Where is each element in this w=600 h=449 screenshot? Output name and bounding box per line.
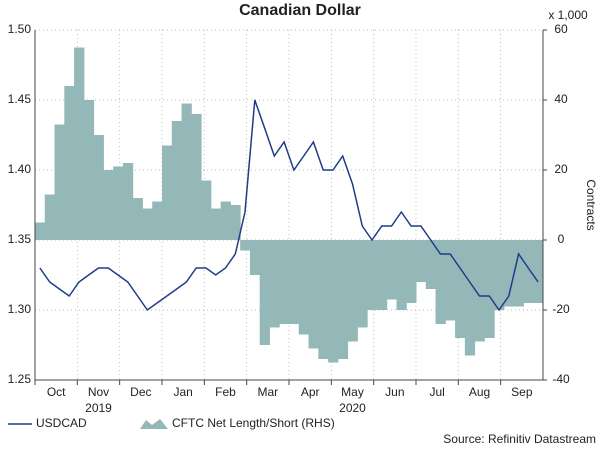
area-step: [54, 124, 65, 240]
y2-unit: x 1,000: [548, 8, 588, 22]
area-step: [523, 240, 534, 303]
y-tick-label: 1.30: [8, 302, 32, 316]
x-tick-label: Sep: [511, 385, 533, 399]
area-step: [210, 208, 222, 240]
area-step: [64, 86, 75, 240]
source: Source: Refinitiv Datastream: [443, 432, 596, 446]
legend-area: [140, 419, 168, 429]
y2-tick-label: 60: [554, 22, 568, 36]
x-tick-label: Jun: [385, 385, 404, 399]
area-step: [367, 240, 378, 310]
area-step: [484, 240, 495, 338]
y2-axis-label: Contracts: [584, 179, 598, 230]
area-step: [289, 240, 300, 324]
area-step: [474, 240, 485, 342]
y2-tick-label: 0: [558, 232, 565, 246]
area-step: [435, 240, 446, 324]
area-step: [240, 240, 251, 251]
area-step: [249, 240, 261, 275]
area-step: [406, 240, 417, 303]
chart-title: Canadian Dollar: [239, 2, 361, 19]
area-step: [425, 240, 437, 289]
legend-label: USDCAD: [36, 416, 87, 430]
y-tick-label: 1.40: [8, 162, 32, 176]
area-step: [152, 201, 163, 240]
area-step: [83, 100, 95, 240]
area-step: [318, 240, 329, 359]
area-step: [445, 240, 456, 321]
area-step: [171, 121, 183, 240]
area-step: [279, 240, 290, 324]
area-step: [357, 240, 368, 328]
y2-tick-label: -20: [552, 302, 570, 316]
area-step: [142, 208, 153, 240]
x-tick-label: Jul: [429, 385, 444, 399]
area-step: [103, 170, 114, 240]
area-step: [44, 194, 56, 240]
legend-label: CFTC Net Length/Short (RHS): [172, 416, 335, 430]
year-label: 2019: [85, 401, 112, 415]
x-tick-label: Apr: [301, 385, 320, 399]
area-step: [298, 240, 310, 335]
x-tick-label: Oct: [47, 385, 66, 399]
area-step: [35, 222, 46, 240]
y2-tick-label: 40: [554, 92, 568, 106]
area-step: [132, 198, 143, 240]
x-tick-label: May: [341, 385, 364, 399]
y2-tick-label: 20: [554, 162, 568, 176]
area-step: [386, 240, 397, 300]
area-step: [328, 240, 339, 363]
area-step: [259, 240, 270, 345]
line: [39, 99, 539, 312]
area-step: [191, 114, 202, 240]
area-step: [201, 180, 212, 240]
x-tick-label: Nov: [88, 385, 109, 399]
area-step: [533, 240, 544, 303]
year-label: 2020: [339, 401, 366, 415]
area-step: [93, 135, 104, 240]
x-tick-label: Feb: [215, 385, 236, 399]
y-tick-label: 1.50: [8, 22, 32, 36]
area-step: [181, 103, 192, 240]
area-step: [376, 240, 388, 310]
area-step: [396, 240, 407, 310]
area-step: [220, 201, 231, 240]
area-step: [162, 145, 173, 240]
area-step: [113, 166, 124, 240]
area-step: [455, 240, 466, 338]
area-step: [347, 240, 358, 342]
area-step: [74, 47, 85, 240]
x-tick-label: Jan: [173, 385, 192, 399]
area-step: [494, 240, 505, 310]
area-step: [513, 240, 524, 307]
area-step: [416, 240, 427, 282]
area-step: [337, 240, 349, 359]
x-tick-label: Dec: [130, 385, 151, 399]
area-step: [503, 240, 515, 307]
y-tick-label: 1.45: [8, 92, 32, 106]
area-step: [269, 240, 280, 328]
x-tick-label: Mar: [257, 385, 278, 399]
x-tick-label: Aug: [469, 385, 490, 399]
area-step: [230, 205, 241, 240]
area-step: [122, 163, 134, 240]
y-tick-label: 1.35: [8, 232, 32, 246]
area-step: [464, 240, 476, 356]
area-step: [308, 240, 319, 349]
y2-tick-label: -40: [552, 372, 570, 386]
y-tick-label: 1.25: [8, 372, 32, 386]
